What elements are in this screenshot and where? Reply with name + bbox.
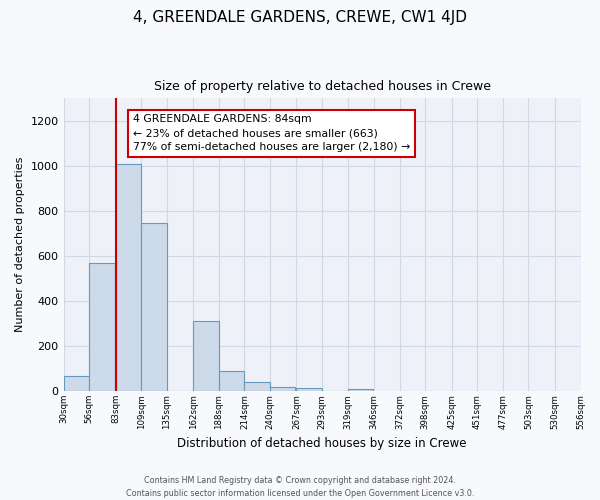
Bar	[89, 262, 115, 391]
Text: 4, GREENDALE GARDENS, CREWE, CW1 4JD: 4, GREENDALE GARDENS, CREWE, CW1 4JD	[133, 10, 467, 25]
Bar	[296, 388, 322, 391]
Text: Contains HM Land Registry data © Crown copyright and database right 2024.
Contai: Contains HM Land Registry data © Crown c…	[126, 476, 474, 498]
Bar	[270, 386, 295, 391]
Bar	[141, 224, 167, 391]
Bar	[219, 371, 244, 391]
X-axis label: Distribution of detached houses by size in Crewe: Distribution of detached houses by size …	[177, 437, 467, 450]
Bar	[64, 376, 89, 391]
Bar	[193, 321, 219, 391]
Y-axis label: Number of detached properties: Number of detached properties	[15, 157, 25, 332]
Title: Size of property relative to detached houses in Crewe: Size of property relative to detached ho…	[154, 80, 491, 93]
Bar	[347, 389, 373, 391]
Text: 4 GREENDALE GARDENS: 84sqm
← 23% of detached houses are smaller (663)
77% of sem: 4 GREENDALE GARDENS: 84sqm ← 23% of deta…	[133, 114, 410, 152]
Bar	[244, 382, 270, 391]
Bar	[116, 164, 141, 391]
